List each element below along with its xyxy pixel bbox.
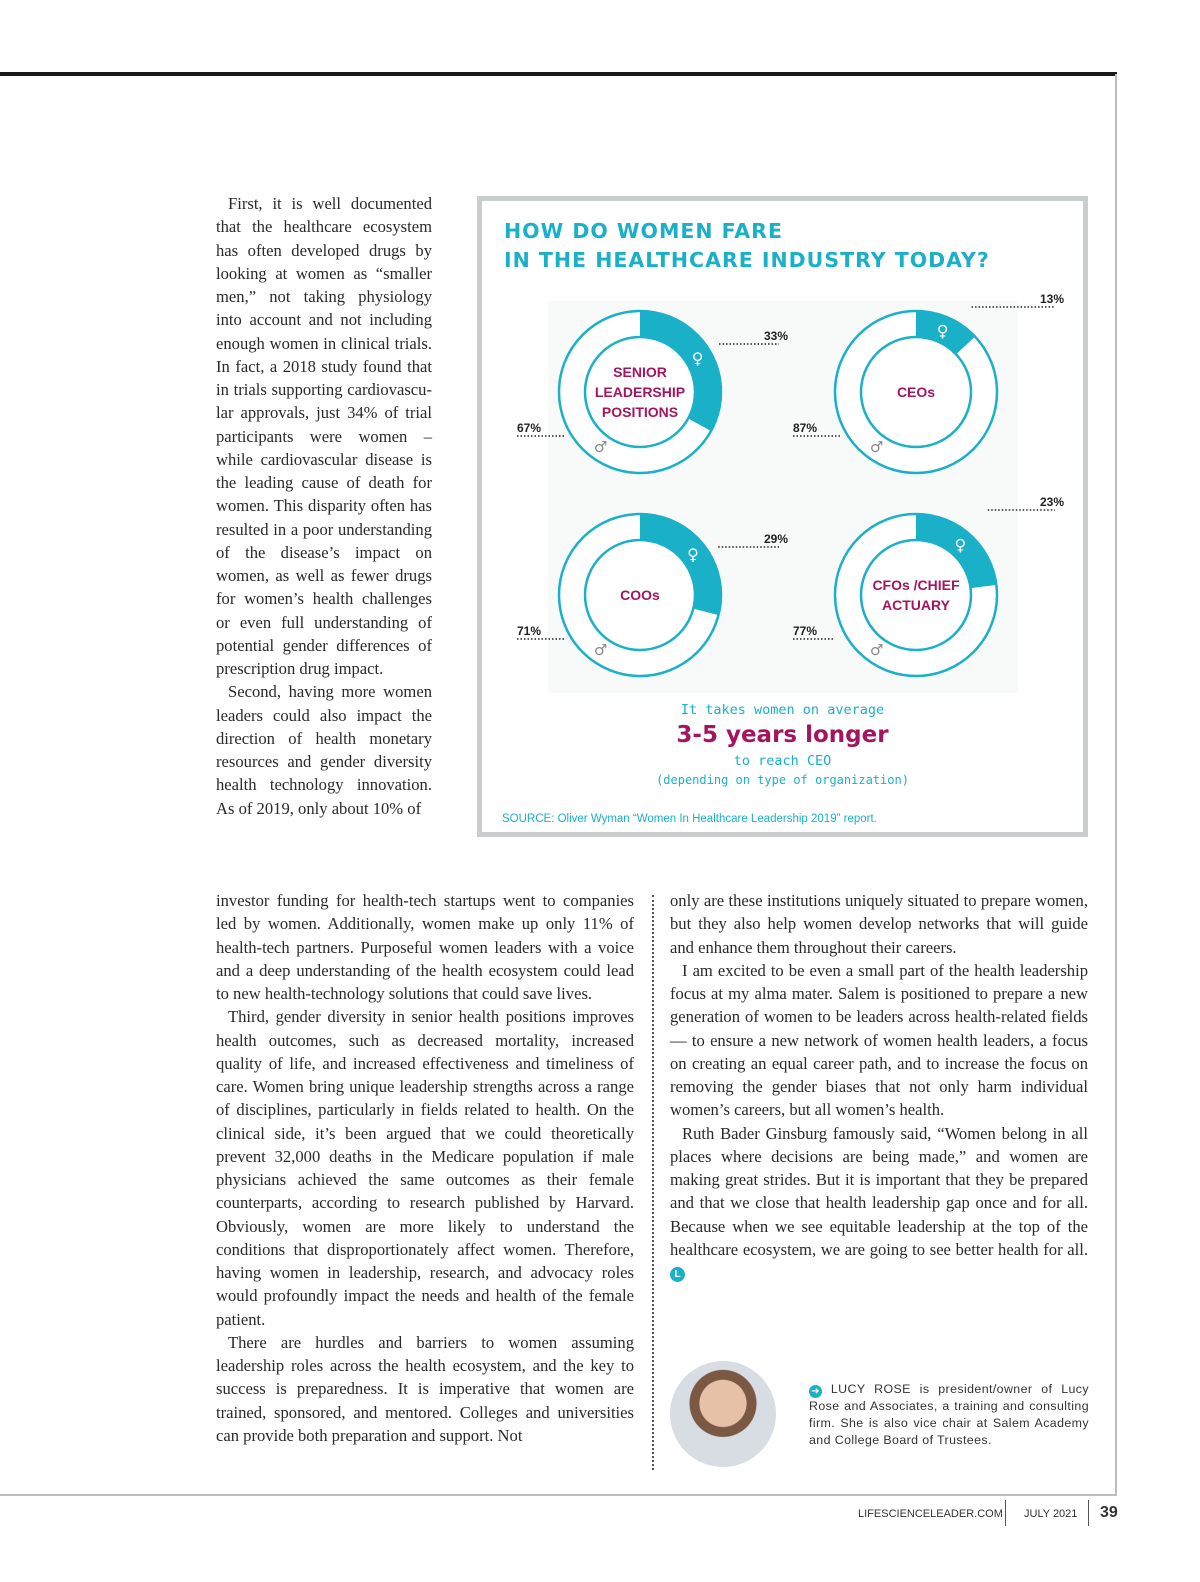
bottom-rule [0, 1494, 1117, 1496]
top-rule [0, 72, 1117, 76]
paragraph-text: Ruth Bader Ginsburg famously said, “Wome… [670, 1123, 1088, 1259]
title-line: IN THE HEALTHCARE INDUSTRY TODAY? [504, 248, 990, 272]
infographic: HOW DO WOMEN FARE IN THE HEALTHCARE INDU… [477, 196, 1088, 837]
women-percent: 29% [764, 532, 788, 546]
footer-site: LIFESCIENCELEADER.COM [858, 1508, 1003, 1520]
page-number: 39 [1100, 1504, 1118, 1521]
footer-date: JULY 2021 [1024, 1508, 1078, 1520]
donut-charts: SENIOR LEADERSHIP POSITIONS ♀ ♂ 33% 67% CEOs ♀ ♂ 1… [517, 292, 1064, 678]
article-column-right: only are these institutions uniquely sit… [670, 889, 1088, 1284]
paragraph: There are hurdles and barriers to women … [216, 1332, 634, 1445]
women-percent: 33% [764, 329, 788, 343]
article-column-narrow: First, it is well document­ed that the h… [216, 192, 432, 820]
donut-women-segment [640, 514, 721, 616]
paragraph: investor funding for health-tech startup… [216, 891, 634, 1003]
donut-label: CFOs /CHIEF [872, 577, 960, 593]
donut-label: COOs [620, 587, 660, 603]
donut-inner-ring [583, 538, 697, 652]
page-footer: LIFESCIENCELEADER.COM JULY 2021 39 [0, 1500, 1118, 1540]
arrow-circle-icon: ➜ [809, 1385, 822, 1398]
men-percent: 87% [793, 421, 817, 435]
tagline-line3: to reach CEO [733, 753, 832, 769]
end-mark-icon: L [670, 1267, 685, 1282]
male-symbol-icon: ♂ [870, 438, 883, 456]
donut-label: ACTUARY [882, 597, 951, 613]
paragraph: First, it is well document­ed that the h… [216, 194, 432, 678]
female-symbol-icon: ♀ [954, 536, 966, 555]
men-percent: 77% [793, 624, 817, 638]
article-column-left: investor funding for health-tech startup… [216, 889, 634, 1447]
women-percent: 23% [1040, 495, 1064, 509]
female-symbol-icon: ♀ [937, 322, 949, 341]
donut-inner-ring [859, 335, 973, 449]
women-percent: 13% [1040, 292, 1064, 306]
donut-women-segment [916, 311, 976, 355]
footer-separator [1088, 1500, 1089, 1526]
infographic-title: HOW DO WOMEN FARE IN THE HEALTHCARE INDU… [504, 217, 990, 275]
tagline: It takes women on average 3-5 years long… [482, 701, 1083, 789]
donut-women-segment [916, 514, 997, 589]
paragraph: Ruth Bader Ginsburg famously said, “Wome… [670, 1122, 1088, 1285]
donut-women-segment [640, 311, 721, 432]
donut-inner-ring [583, 335, 697, 449]
author-photo [670, 1361, 776, 1467]
author-bio: ➜ LUCY ROSE is president/owner of Lucy R… [809, 1381, 1089, 1449]
footer-separator [1005, 1500, 1006, 1526]
female-symbol-icon: ♀ [692, 349, 704, 368]
male-symbol-icon: ♂ [594, 641, 607, 659]
paragraph: Second, having more women leaders could … [216, 682, 432, 818]
paragraph: Third, gender diversity in senior health… [216, 1007, 634, 1329]
tagline-highlight: 3-5 years longer [676, 722, 889, 748]
tagline-line4: (depending on type of organization) [656, 773, 909, 787]
men-percent: 71% [517, 624, 541, 638]
tagline-line1: It takes women on average [680, 702, 885, 718]
men-percent: 67% [517, 421, 541, 435]
male-symbol-icon: ♂ [870, 641, 883, 659]
source-note: SOURCE: Oliver Wyman “Women In Healthcar… [502, 813, 877, 825]
bio-text: LUCY ROSE is president/owner of Lucy Ros… [809, 1382, 1090, 1447]
paragraph: only are these institutions uniquely sit… [670, 891, 1088, 957]
paragraph: I am excited to be even a small part of … [670, 960, 1088, 1120]
male-symbol-icon: ♂ [594, 438, 607, 456]
donut-label: POSITIONS [602, 404, 678, 420]
female-symbol-icon: ♀ [687, 545, 699, 564]
right-rule [1115, 74, 1117, 1496]
column-divider [652, 895, 654, 1470]
donut-label: SENIOR [613, 364, 667, 380]
donut-label: LEADERSHIP [595, 384, 685, 400]
title-line: HOW DO WOMEN FARE [504, 219, 783, 243]
donut-inner-ring [859, 538, 973, 652]
donut-label: CEOs [897, 384, 935, 400]
